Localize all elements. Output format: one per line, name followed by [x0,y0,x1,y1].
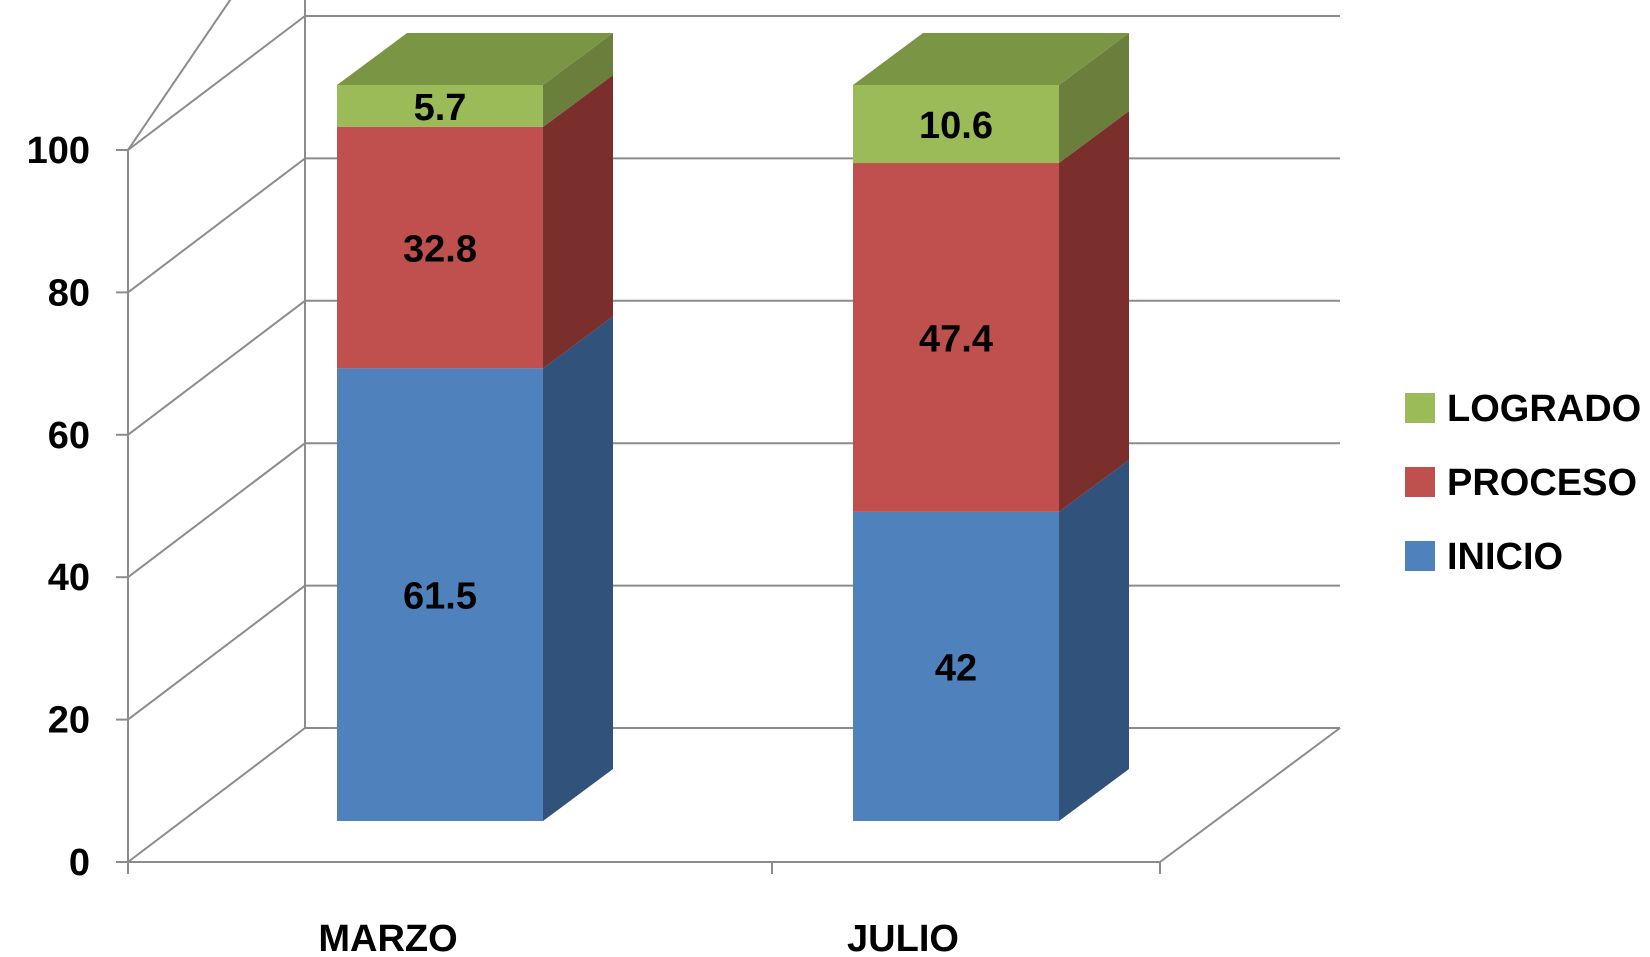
gridline-side [127,584,306,721]
y-tick-label: 20 [48,700,90,742]
bar-segment-front [337,126,543,369]
bar-segment-side [1059,111,1129,512]
data-label: 47.4 [919,318,993,360]
x-category-label: JULIO [847,918,959,957]
y-tick-label: 60 [48,415,90,457]
chart-walls [116,0,1341,874]
bar-segment-side [1059,33,1129,164]
data-label: 32.8 [403,229,477,271]
data-label: 5.7 [414,87,467,129]
y-tick-label: 40 [48,557,90,599]
gridline-side-top [127,0,232,151]
legend-label: INICIO [1447,536,1563,578]
bar-segment-side [543,316,613,821]
gridline-side [127,442,306,578]
floor-right-edge [1159,727,1341,863]
bar-segment-front [337,85,543,127]
legend-swatch [1405,393,1435,423]
gridline-side [127,15,306,151]
bar-segment-top [337,33,613,85]
bar-segment-front [337,368,543,821]
legend-label: LOGRADO [1447,388,1641,430]
bar-segment-front [853,511,1059,821]
gridline-side [127,300,306,436]
y-tick-label: 100 [27,130,90,172]
x-category-label: MARZO [318,918,457,957]
legend-label: PROCESO [1447,462,1637,504]
chart-legend: LOGRADO PROCESO INICIO [1405,388,1641,578]
data-label: 10.6 [919,105,993,147]
legend-swatch [1405,541,1435,571]
gridline-side [127,157,306,294]
data-label: 42 [935,647,977,689]
bar-segment-front [853,163,1059,512]
chart-bars [337,33,1129,821]
bar-segment-side [543,33,613,127]
chart-labels: 0 20 40 60 80 100 61.5 32.8 5.7 MARZO 42 47.4 10.6 JU… [27,87,993,957]
y-tick-label: 80 [48,272,90,314]
gridline-side [127,727,306,863]
bar-segment-side [1059,459,1129,821]
bar-segment-side [543,74,613,369]
bar-segment-top [853,33,1129,85]
y-tick-label: 0 [69,842,90,884]
data-label: 61.5 [403,576,477,618]
legend-swatch [1405,467,1435,497]
bar-segment-front [853,85,1059,164]
